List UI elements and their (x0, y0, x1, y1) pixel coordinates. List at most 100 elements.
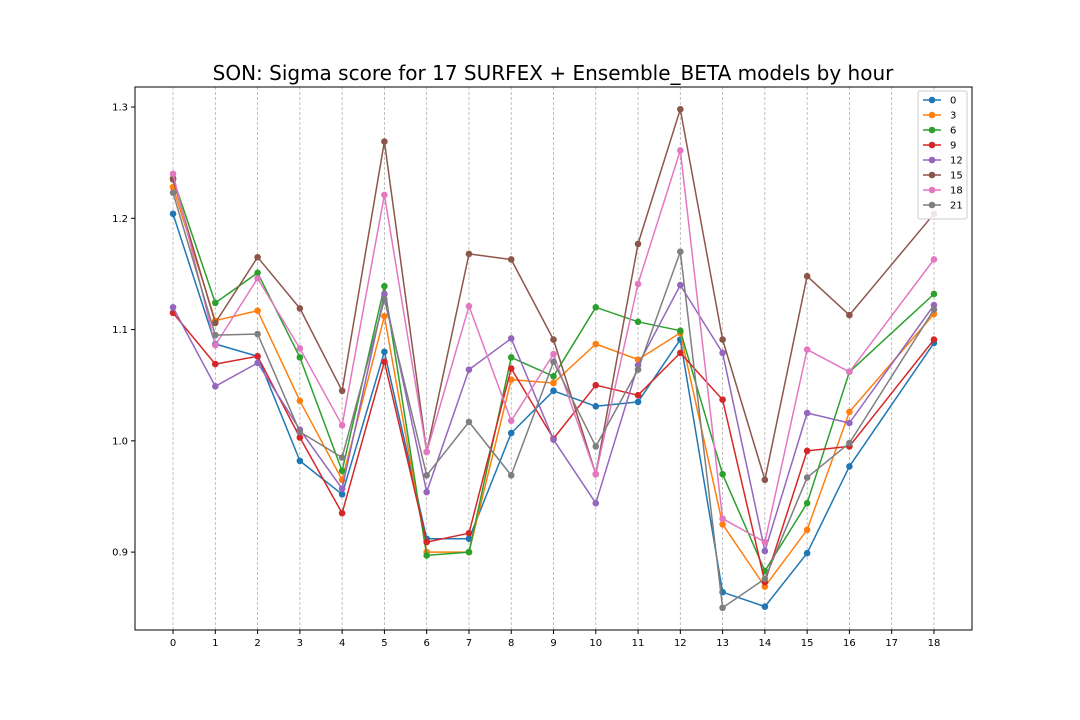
x-tick-label: 7 (466, 638, 472, 649)
data-point (507, 335, 515, 342)
data-point (761, 538, 769, 546)
data-point (507, 417, 515, 425)
x-axis: 0 1 2 3 4 5 6 7 8 9 10 11 12 13 14 15 16 17 18 (170, 630, 940, 649)
data-point (930, 290, 938, 298)
legend-marker (928, 111, 936, 119)
legend-marker (928, 171, 936, 179)
data-point (381, 312, 388, 320)
data-point (381, 191, 388, 199)
data-point (338, 490, 346, 498)
data-point (507, 256, 515, 263)
legend: 0 3 6 9 12 15 18 21 (917, 90, 968, 220)
data-point (719, 520, 726, 528)
legend-marker (928, 186, 936, 194)
x-tick-label: 8 (508, 638, 514, 649)
data-point (296, 457, 304, 465)
data-point (465, 302, 473, 310)
data-point (846, 419, 853, 427)
data-point (550, 379, 557, 387)
x-tick-label: 5 (381, 638, 387, 649)
legend-label: 9 (950, 141, 956, 152)
data-point (296, 345, 304, 352)
data-point (423, 538, 430, 546)
data-point (381, 296, 388, 303)
legend-label: 6 (950, 126, 956, 137)
data-point (212, 360, 219, 368)
data-point (507, 354, 515, 361)
data-point (296, 397, 304, 405)
legend-marker (928, 141, 936, 149)
legend-box (917, 90, 968, 220)
x-tick-label: 6 (423, 638, 429, 649)
y-tick-label: 1.2 (112, 214, 128, 225)
data-point (677, 281, 684, 289)
data-point (930, 336, 938, 343)
data-point (338, 509, 346, 517)
data-point (507, 365, 515, 372)
legend-label: 0 (950, 96, 956, 107)
data-point (634, 280, 642, 288)
series-line (172, 108, 935, 481)
data-point (381, 348, 388, 356)
data-point (465, 418, 473, 426)
data-point (634, 391, 642, 399)
data-point (761, 603, 769, 610)
data-point (846, 368, 853, 376)
legend-marker (928, 96, 936, 104)
data-point (550, 358, 557, 366)
data-point (846, 408, 853, 416)
data-point (507, 429, 515, 437)
series-12 (169, 281, 938, 555)
data-point (169, 189, 177, 197)
data-point (338, 485, 346, 492)
legend-marker (928, 126, 936, 134)
data-point (338, 421, 346, 429)
data-point (677, 327, 684, 334)
series-0 (169, 210, 938, 610)
data-point (634, 240, 642, 248)
data-point (592, 340, 600, 348)
data-point (719, 349, 726, 357)
data-point (338, 454, 346, 461)
data-point (212, 383, 219, 390)
legend-item: 12 (923, 156, 963, 167)
legend-item: 6 (923, 126, 956, 137)
data-point (550, 336, 557, 343)
data-point (719, 604, 726, 612)
data-point (212, 319, 219, 327)
data-point (423, 488, 430, 496)
data-point (846, 439, 853, 447)
data-point (592, 403, 600, 410)
data-point (254, 330, 261, 338)
data-point (296, 434, 304, 441)
x-tick-label: 16 (843, 638, 856, 649)
x-tick-label: 9 (550, 638, 556, 649)
data-point (254, 352, 261, 360)
data-point (677, 349, 684, 357)
legend-item: 18 (923, 186, 963, 197)
data-point (550, 373, 557, 380)
data-point (677, 248, 684, 255)
y-tick-label: 1.0 (112, 436, 128, 447)
data-point (465, 529, 473, 537)
data-point (465, 535, 473, 543)
data-point (550, 436, 557, 444)
legend-item: 0 (923, 96, 956, 107)
data-point (381, 358, 388, 366)
data-point (719, 396, 726, 403)
x-tick-label: 2 (254, 638, 260, 649)
legend-marker (928, 156, 936, 164)
x-tick-label: 11 (632, 638, 645, 649)
x-tick-label: 1 (212, 638, 218, 649)
data-point (634, 366, 642, 373)
data-point (465, 548, 473, 556)
y-tick-label: 1.3 (112, 103, 128, 114)
data-point (465, 366, 473, 373)
data-point (381, 282, 388, 290)
data-point (296, 305, 304, 312)
x-tick-label: 15 (801, 638, 814, 649)
data-point (719, 470, 726, 478)
data-point (296, 428, 304, 436)
x-tick-label: 4 (339, 638, 345, 649)
x-tick-label: 14 (758, 638, 771, 649)
